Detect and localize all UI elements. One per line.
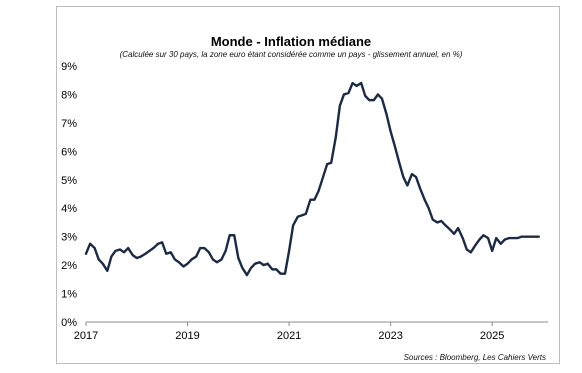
series-line — [84, 81, 541, 277]
y-tick-label: 1% — [61, 289, 77, 301]
y-tick-label: 6% — [61, 146, 77, 158]
x-tick-label: 2023 — [378, 330, 402, 342]
y-tick-label: 0% — [61, 317, 77, 329]
chart-title: Monde - Inflation médiane — [210, 34, 372, 49]
y-tick-label: 7% — [61, 118, 77, 130]
chart-subtitle: (Calculée sur 30 pays, la zone euro étan… — [119, 50, 463, 59]
x-tick-label: 2021 — [277, 330, 301, 342]
x-tick-label: 2017 — [74, 330, 98, 342]
y-tick-label: 9% — [61, 61, 77, 73]
y-tick-label: 4% — [61, 203, 77, 215]
x-tick-label: 2019 — [175, 330, 199, 342]
y-tick-label: 3% — [61, 232, 77, 244]
x-tick-label: 2025 — [480, 330, 504, 342]
y-tick-label: 8% — [61, 89, 77, 101]
y-tick-label: 2% — [61, 260, 77, 272]
y-tick-label: 5% — [61, 175, 77, 187]
chart-source: Sources : Bloomberg, Les Cahiers Verts — [403, 353, 546, 362]
chart-border — [56, 6, 560, 364]
